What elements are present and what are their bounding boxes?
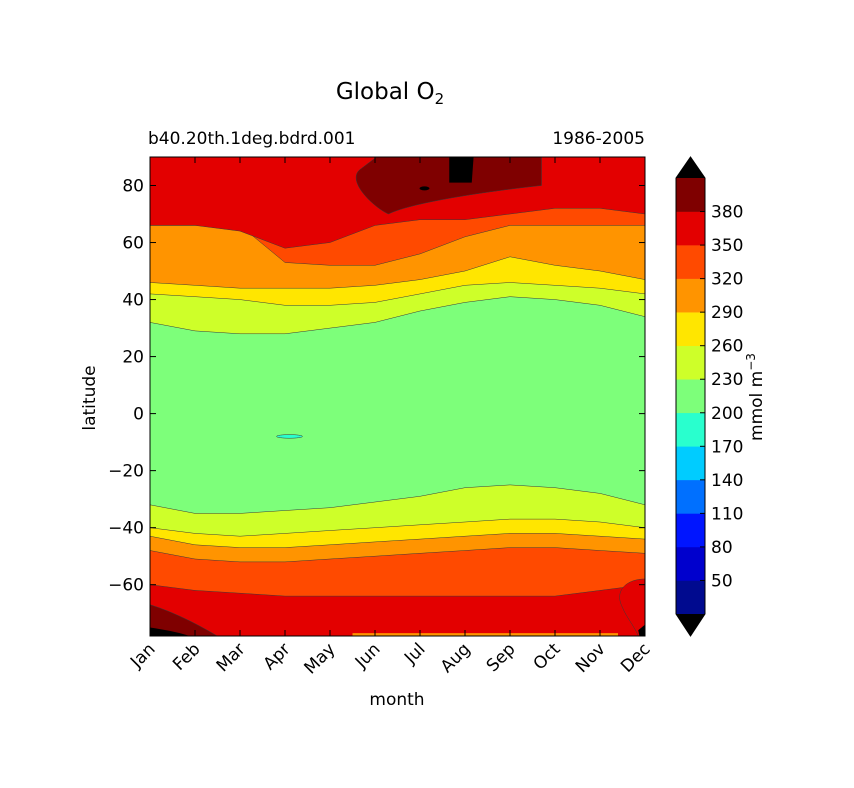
colorbar-swatch [676, 312, 705, 346]
north-peak-small [419, 186, 430, 191]
colorbar-swatch [676, 278, 705, 313]
colorbar-extend-low [676, 614, 705, 636]
colorbar-swatch [676, 546, 705, 581]
colorbar-tick-label: 50 [711, 571, 733, 591]
south-bottom-strip [352, 633, 618, 636]
x-tick-label: Jun [351, 639, 385, 673]
x-tick-label: Jul [400, 639, 429, 668]
subtitle-left: b40.20th.1deg.bdrd.001 [148, 129, 355, 149]
x-tick-label: Apr [260, 639, 295, 674]
x-tick-label: Mar [213, 639, 250, 676]
colorbar-swatch [676, 178, 705, 212]
colorbar-label: mmol m−3 [744, 353, 767, 441]
subtitle-right: 1986-2005 [552, 129, 645, 149]
colorbar-tick-label: 80 [711, 538, 733, 558]
south-peak-above-410 [150, 627, 190, 636]
south-east-band-350 [619, 578, 645, 636]
colorbar-tick-label: 260 [711, 337, 743, 357]
y-tick-label: 20 [122, 348, 144, 368]
colorbar-swatch [676, 513, 705, 548]
colorbar-swatch [676, 345, 705, 380]
chart-title-text: Global O [336, 79, 435, 105]
chart-title-subscript: 2 [435, 90, 445, 108]
colorbar-swatch [676, 245, 705, 279]
colorbar-swatch [676, 379, 705, 414]
colorbar-tick-label: 320 [711, 270, 743, 290]
x-tick-label: Aug [437, 639, 475, 677]
colorbar-swatch [676, 580, 705, 615]
x-tick-label: Sep [483, 639, 520, 676]
colorbar-tick-label: 290 [711, 303, 743, 323]
colorbar-tick-label: 380 [711, 203, 743, 223]
y-tick-label: −60 [108, 576, 144, 596]
local-min-contour [276, 434, 303, 439]
south-band-380 [150, 604, 218, 636]
x-tick-label: Dec [617, 639, 654, 676]
chart-title: Global O2 [336, 79, 444, 108]
x-tick-label: Feb [169, 639, 204, 674]
colorbar-label-text: mmol m [747, 371, 767, 441]
x-tick-label: May [301, 639, 340, 678]
colorbar-tick-label: 110 [711, 504, 743, 524]
south-east-peak [638, 624, 645, 636]
colorbar-label-exponent: −3 [744, 353, 758, 371]
y-tick-label: 60 [122, 234, 144, 254]
colorbar-tick-label: 350 [711, 236, 743, 256]
x-tick-label: Jan [126, 639, 159, 672]
colorbar-tick-label: 140 [711, 471, 743, 491]
x-axis-label: month [369, 690, 424, 710]
y-tick-label: 40 [122, 291, 144, 311]
x-tick-label: Oct [530, 639, 565, 674]
north-peak-above-410 [449, 157, 474, 183]
y-axis: 80 60 40 20 0 −20 −40 −60 [108, 177, 645, 596]
y-tick-label: 80 [122, 177, 144, 197]
colorbar-tick-label: 230 [711, 370, 743, 390]
colorbar-swatch [676, 479, 705, 514]
y-axis-label: latitude [80, 365, 100, 430]
colorbar-swatch [676, 211, 705, 246]
y-tick-label: 0 [133, 405, 144, 425]
y-tick-label: −20 [108, 462, 144, 482]
x-tick-label: Nov [572, 639, 610, 677]
colorbar-tick-label: 170 [711, 437, 743, 457]
contour-fill-layers [150, 157, 645, 636]
colorbar: 50 80 110 140 170 200 230 260 290 320 350 380 [675, 156, 743, 637]
y-tick-label: −40 [108, 519, 144, 539]
north-band-380 [355, 157, 542, 215]
colorbar-swatch [676, 412, 705, 447]
colorbar-frame [675, 156, 706, 637]
plot-frame [149, 156, 646, 637]
colorbar-swatch [676, 446, 705, 481]
colorbar-tick-label: 200 [711, 404, 743, 424]
colorbar-extend-high [676, 157, 705, 178]
